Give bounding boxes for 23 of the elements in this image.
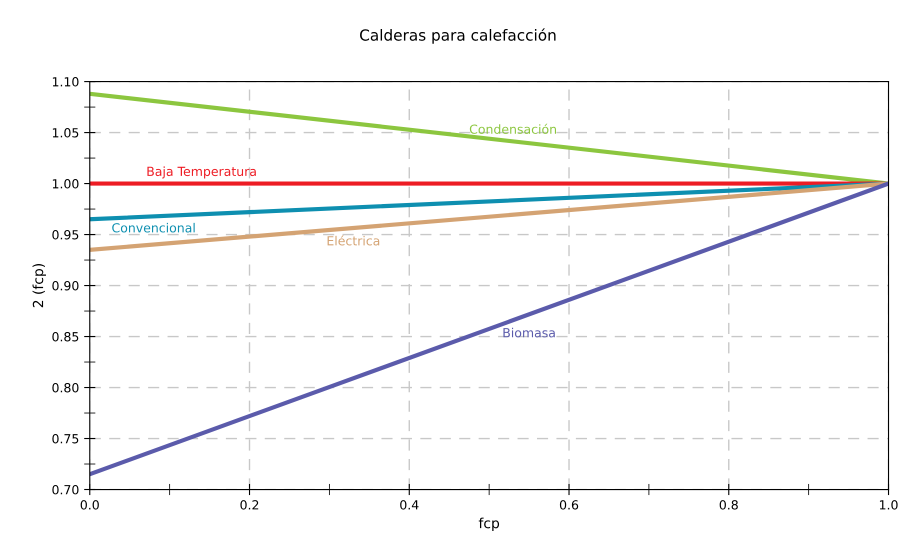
x-tick-label: 0.0 — [80, 500, 99, 510]
series-label: Convencional — [112, 222, 195, 233]
y-tick-label: 0.80 — [52, 383, 79, 392]
y-tick-label: 1.05 — [52, 128, 78, 138]
y-tick-label: 0.75 — [52, 434, 78, 444]
series-label: Eléctrica — [328, 235, 380, 246]
x-tick-label: 0.6 — [560, 500, 578, 510]
x-axis-title: fcp — [478, 518, 500, 532]
x-tick-label: 1.0 — [880, 500, 898, 510]
y-axis-title: 2 (fcp) — [32, 264, 46, 308]
y-tick-label: 0.90 — [52, 281, 79, 290]
chart-title: Calderas para calefacción — [360, 28, 556, 44]
y-tick-label: 0.85 — [52, 332, 78, 342]
series-label: Baja Temperatura — [147, 166, 256, 179]
x-tick-label: 0.4 — [400, 500, 419, 510]
y-tick-label: 1.10 — [52, 77, 79, 87]
x-tick-label: 0.2 — [240, 500, 258, 510]
x-tick-label: 0.8 — [720, 500, 738, 510]
y-tick-label: 1.00 — [52, 179, 79, 188]
series-label: Biomasa — [503, 328, 555, 338]
y-tick-label: 0.70 — [52, 484, 79, 494]
y-tick-label: 0.95 — [52, 230, 78, 240]
series-label: Condensación — [470, 124, 556, 134]
